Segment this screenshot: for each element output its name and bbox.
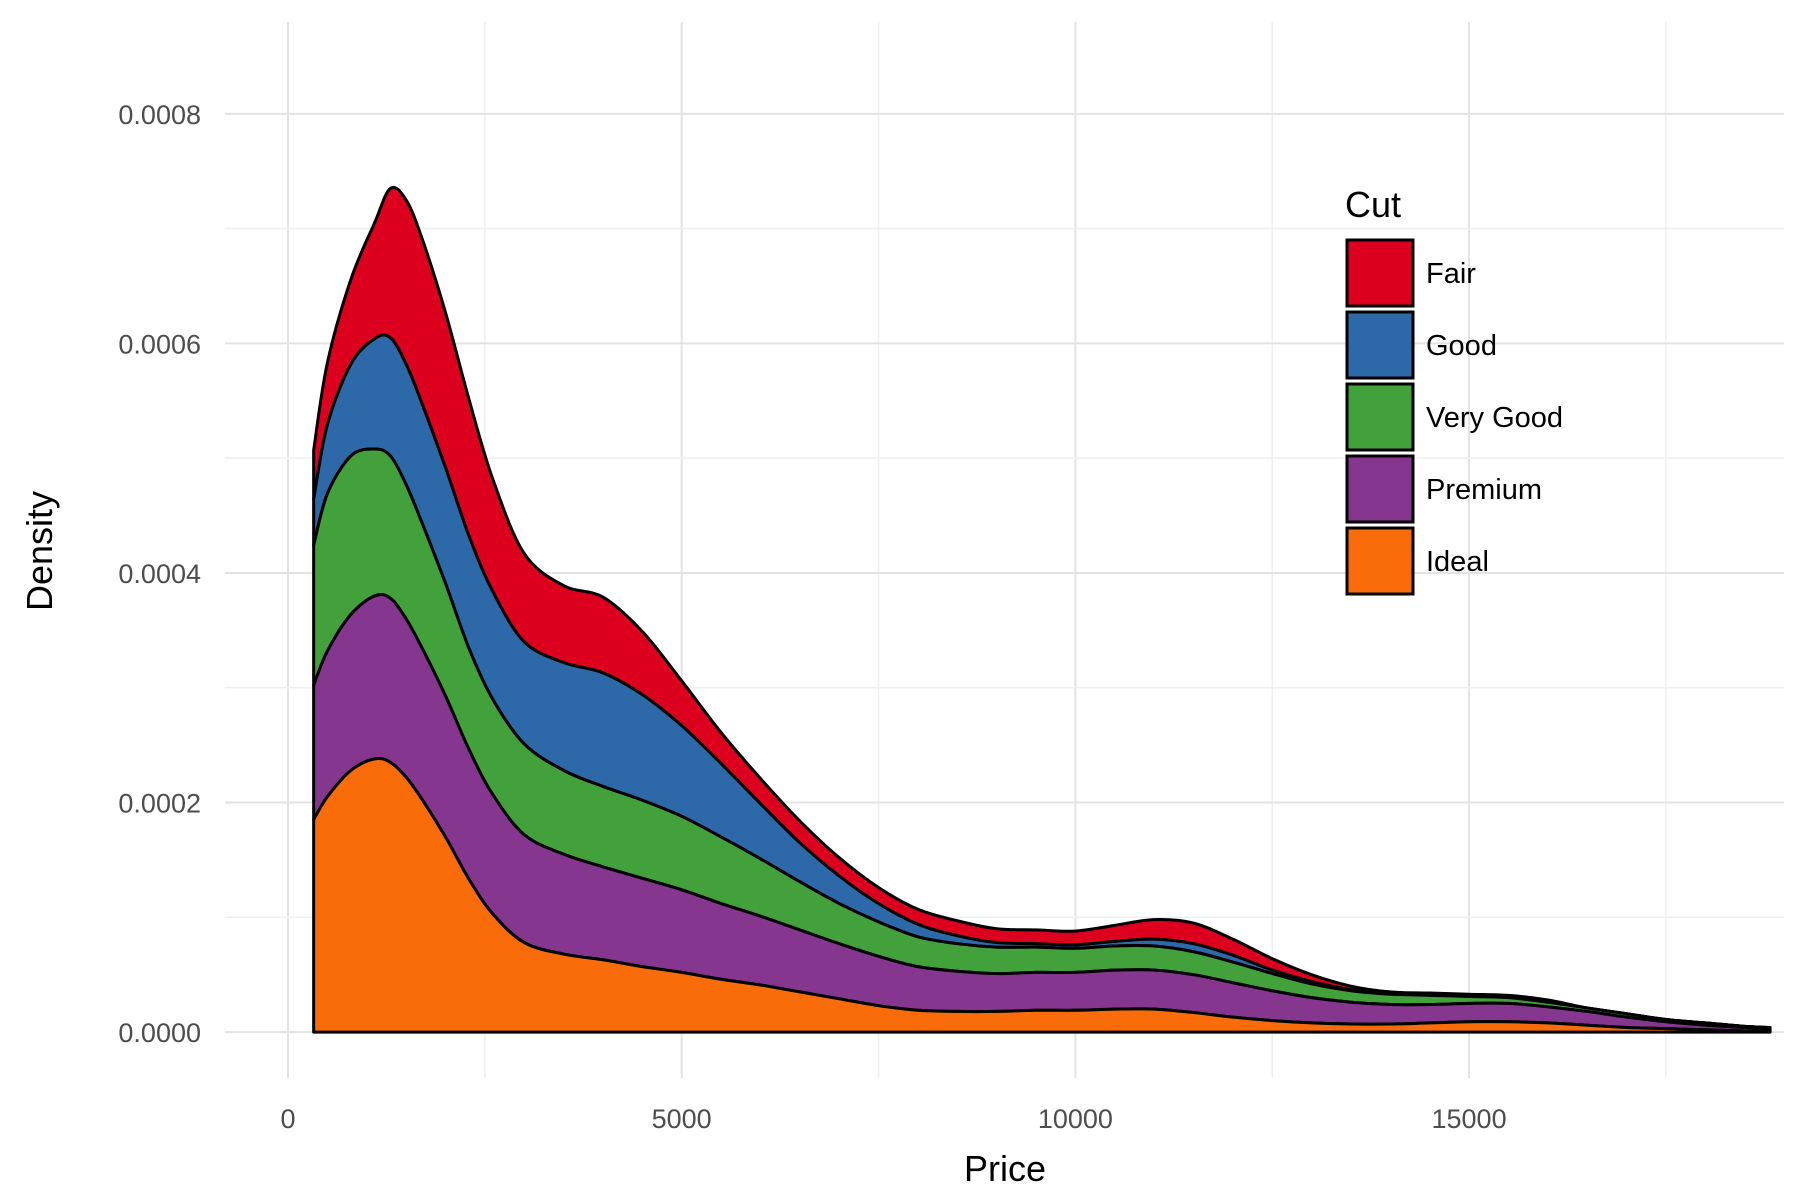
y-axis-ticks: 0.0000 0.0002 0.0004 0.0006 0.0008 bbox=[118, 100, 201, 1048]
density-areas bbox=[312, 185, 1772, 1034]
legend-key-ideal bbox=[1345, 526, 1415, 596]
x-tick-label: 0 bbox=[280, 1104, 295, 1134]
legend-key-premium bbox=[1345, 454, 1415, 524]
x-tick-label: 15000 bbox=[1432, 1104, 1507, 1134]
area-ideal bbox=[312, 756, 1772, 1034]
x-tick-label: 5000 bbox=[652, 1104, 712, 1134]
legend-key-good bbox=[1345, 310, 1415, 380]
legend-label-very-good: Very Good bbox=[1426, 402, 1563, 434]
x-tick-label: 10000 bbox=[1038, 1104, 1113, 1134]
y-axis-title: Density bbox=[19, 491, 60, 611]
y-tick-label: 0.0008 bbox=[118, 100, 201, 130]
x-axis-title: Price bbox=[964, 1148, 1046, 1189]
legend-key-fair bbox=[1345, 238, 1415, 308]
legend-label-premium: Premium bbox=[1426, 474, 1542, 506]
y-tick-label: 0.0002 bbox=[118, 789, 201, 819]
y-tick-label: 0.0004 bbox=[118, 559, 201, 589]
legend-title: Cut bbox=[1345, 184, 1401, 225]
legend-label-good: Good bbox=[1426, 330, 1497, 362]
legend-key-very-good bbox=[1345, 382, 1415, 452]
y-tick-label: 0.0006 bbox=[118, 329, 201, 359]
legend-label-ideal: Ideal bbox=[1426, 546, 1489, 578]
legend-label-fair: Fair bbox=[1426, 258, 1476, 290]
x-axis-ticks: 0 5000 10000 15000 bbox=[280, 1104, 1506, 1134]
legend: Cut Fair Good Very Good Premium Ideal bbox=[1345, 184, 1563, 596]
y-tick-label: 0.0000 bbox=[118, 1018, 201, 1048]
legend-items: Fair Good Very Good Premium Ideal bbox=[1345, 238, 1563, 596]
